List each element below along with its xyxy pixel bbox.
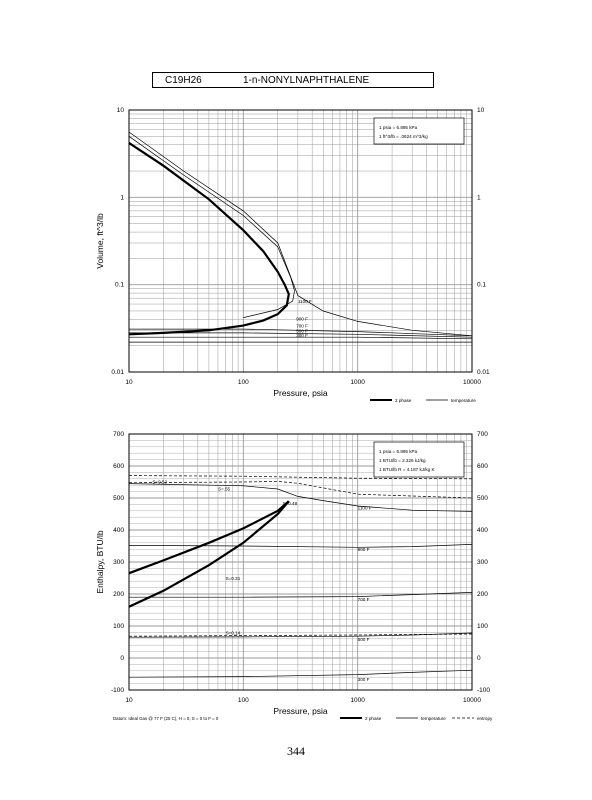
series-line (128, 141, 290, 336)
conversion-text: 1 psia = 6.895 kPa (379, 449, 418, 454)
entropy-label: S=.55 (218, 486, 231, 491)
y-tick-label-right: 1 (477, 194, 481, 201)
y-tick-label-right: 700 (477, 431, 488, 438)
series-line (128, 632, 473, 638)
series-line (128, 500, 290, 608)
legend-label: temperature (421, 716, 446, 721)
x-tick-label: 10 (125, 697, 133, 704)
series-line (128, 669, 473, 678)
entropy-label: S=0.48 (282, 501, 297, 506)
compound-formula: C19H26 (165, 74, 202, 86)
series-line (128, 500, 290, 575)
plot-frame (128, 433, 473, 691)
x-tick-label: 1000 (350, 697, 365, 704)
y-tick-label-right: 500 (477, 495, 488, 502)
y-tick-label: 1 (120, 194, 124, 201)
x-tick-label: 10000 (463, 379, 481, 386)
y-tick-label: 200 (113, 591, 124, 598)
y-tick-label-right: 400 (477, 527, 488, 534)
y-tick-label: 10 (117, 107, 125, 114)
series-line (128, 475, 473, 480)
compound-name: 1-n-NONYLNAPHTHALENE (243, 74, 370, 86)
y-axis-label: Volume, ft^3/lb (95, 213, 105, 269)
series-line (128, 544, 473, 548)
y-tick-label-right: 100 (477, 623, 488, 630)
isotherm-label: 1100 F (298, 299, 312, 304)
isotherm-label: 300 F (296, 333, 308, 338)
y-tick-label-right: 0 (477, 655, 481, 662)
y-tick-label: 100 (113, 623, 124, 630)
y-tick-label-right: 0.01 (477, 369, 490, 376)
x-tick-label: 1000 (350, 379, 365, 386)
entropy-label: S=0.31 (226, 576, 241, 581)
series-line (129, 332, 473, 338)
conversion-text: 1 BTU/lb R = 4.187 kJ/kg K (379, 467, 435, 472)
series-line (128, 633, 473, 637)
y-tick-label-right: 0.1 (477, 282, 486, 289)
y-tick-label: 0 (120, 655, 124, 662)
y-tick-label-right: -100 (477, 687, 490, 694)
x-axis-label: Pressure, psia (273, 388, 328, 398)
series-line (128, 483, 473, 512)
legend-label: 2 phase (395, 398, 412, 403)
x-tick-label: 10 (125, 379, 133, 386)
y-tick-label-right: 300 (477, 559, 488, 566)
isotherm-label: 1100 F (358, 506, 372, 511)
page-number: 344 (287, 744, 305, 758)
isotherm-label: 500 F (296, 328, 308, 333)
isotherm-label: 300 F (358, 677, 370, 682)
isotherm-label: 500 F (358, 637, 370, 642)
series-line (128, 481, 473, 499)
y-tick-label-right: 10 (477, 107, 485, 114)
y-axis-label: Enthalpy, BTU/lb (95, 530, 105, 593)
legend-label: 2 phase (365, 716, 382, 721)
y-tick-label-right: 600 (477, 463, 488, 470)
legend-label: temperature (451, 398, 476, 403)
conversion-box (373, 117, 465, 145)
entropy-label: S=0.14 (226, 630, 241, 635)
legend-label: entropy (477, 716, 493, 721)
y-tick-label: 0.1 (115, 282, 124, 289)
conversion-text: 1 ft^3/lb = .0624 m^3/kg (379, 134, 428, 139)
x-tick-label: 100 (238, 697, 249, 704)
y-tick-label: 300 (113, 559, 124, 566)
y-tick-label: 0.01 (111, 369, 124, 376)
x-tick-label: 100 (238, 379, 249, 386)
y-tick-label: 500 (113, 495, 124, 502)
entropy-label: S=0.52 (152, 479, 167, 484)
series-line (128, 131, 473, 337)
isotherm-label: 700 F (296, 324, 308, 329)
conversion-text: 1 BTU/lb = 2.326 kJ/kg (379, 458, 426, 463)
x-tick-label: 10000 (463, 697, 481, 704)
chart-title-box: C19H26 1-n-NONYLNAPHTHALENE (152, 72, 434, 88)
datum-footnote: Datum: Ideal Gas @ 77 F (25 C), H = 0, S… (113, 716, 219, 721)
y-tick-label: 700 (113, 431, 124, 438)
series-line (129, 328, 473, 337)
conversion-box (373, 441, 465, 478)
plot-frame (128, 109, 473, 373)
isotherm-label: 900 F (296, 316, 308, 321)
isotherm-label: 900 F (358, 547, 370, 552)
series-line (129, 336, 473, 340)
y-tick-label: 600 (113, 463, 124, 470)
series-line (129, 592, 473, 598)
isotherm-label: 700 F (358, 597, 370, 602)
y-tick-label-right: 200 (477, 591, 488, 598)
conversion-text: 1 psia = 6.895 kPa (379, 125, 418, 130)
series-line (128, 136, 295, 318)
x-axis-label: Pressure, psia (273, 706, 328, 716)
y-tick-label: -100 (111, 687, 124, 694)
y-tick-label: 400 (113, 527, 124, 534)
